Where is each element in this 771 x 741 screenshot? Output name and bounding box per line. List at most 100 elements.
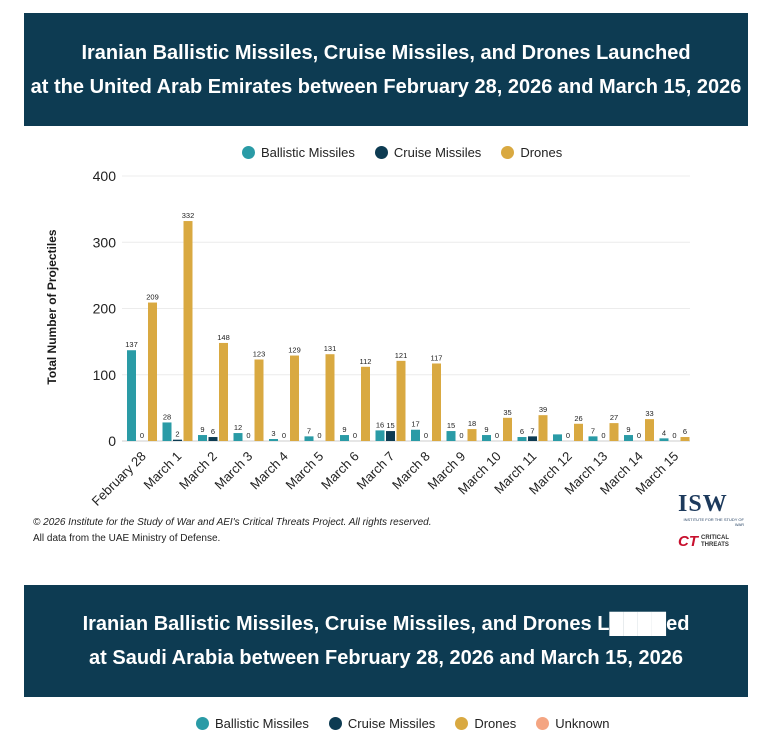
data-label: 17 <box>411 420 419 429</box>
bar-ballistic-missiles <box>198 435 207 441</box>
drones-swatch-icon <box>501 146 515 159</box>
bar-drones <box>538 415 548 441</box>
ballistic-swatch-icon <box>242 146 255 159</box>
data-label: 209 <box>146 293 159 302</box>
ct-wordmark: CRITICAL THREATS <box>701 535 729 549</box>
legend-item-ballistic: Ballistic Missiles <box>242 145 355 160</box>
bar-drones <box>432 363 441 441</box>
data-label: 12 <box>234 423 242 432</box>
saudi-title-line-1: Iranian Ballistic Missiles, Cruise Missi… <box>82 613 690 635</box>
data-label: 7 <box>530 426 534 435</box>
legend-label: Cruise Missiles <box>347 716 436 731</box>
data-label: 15 <box>386 421 394 430</box>
data-label: 9 <box>626 425 630 434</box>
saudi-chart-legend: Ballistic Missiles Cruise Missiles Drone… <box>196 716 629 731</box>
data-label: 148 <box>217 333 230 342</box>
bar-drones <box>680 437 690 441</box>
legend-item-unknown: Unknown <box>536 716 609 731</box>
legend-item-ballistic: Ballistic Missiles <box>196 716 309 731</box>
x-tick-label: February 28 <box>89 449 149 509</box>
bar-drones <box>609 423 619 441</box>
bar-ballistic-missiles <box>482 435 491 441</box>
y-tick-label: 400 <box>93 168 117 184</box>
y-tick-label: 300 <box>93 234 117 250</box>
data-label: 39 <box>539 405 547 414</box>
bar-ballistic-missiles <box>233 433 243 441</box>
data-source-note: All data from the UAE Ministry of Defens… <box>33 533 221 544</box>
data-label: 0 <box>424 431 428 440</box>
data-label: 18 <box>468 419 476 428</box>
data-label: 16 <box>376 420 384 429</box>
data-label: 28 <box>163 412 171 421</box>
x-tick-label: March 5 <box>283 449 327 493</box>
data-label: 26 <box>574 414 582 423</box>
cruise-swatch-icon <box>374 146 388 159</box>
legend-label: Unknown <box>555 716 610 731</box>
data-label: 137 <box>125 340 138 349</box>
bar-ballistic-missiles <box>553 434 562 441</box>
bar-drones <box>396 360 406 441</box>
data-label: 0 <box>140 431 144 440</box>
ct-word-1: CRITICAL <box>701 534 729 541</box>
cruise-swatch-icon <box>328 717 342 730</box>
bar-drones <box>290 355 299 441</box>
bar-ballistic-missiles <box>304 436 314 441</box>
bar-ballistic-missiles <box>517 437 527 441</box>
data-label: 7 <box>591 426 595 435</box>
bar-ballistic-missiles <box>624 435 633 441</box>
bar-drones <box>325 354 335 441</box>
data-label: 0 <box>246 431 250 440</box>
bar-ballistic-missiles <box>340 435 349 441</box>
x-tick-label: March 4 <box>247 449 291 493</box>
uae-chart-legend: Ballistic Missiles Cruise Missiles Drone… <box>242 145 582 160</box>
x-tick-label: March 1 <box>141 449 185 493</box>
x-tick-label: March 2 <box>176 449 220 493</box>
x-tick-label: March 8 <box>389 449 433 493</box>
bar-drones <box>645 419 654 441</box>
legend-label: Cruise Missiles <box>393 145 482 160</box>
data-label: 6 <box>683 427 687 436</box>
uae-title-line-1: Iranian Ballistic Missiles, Cruise Missi… <box>81 41 691 64</box>
bar-ballistic-missiles <box>446 431 456 441</box>
data-label: 6 <box>211 427 215 436</box>
data-label: 6 <box>520 427 524 436</box>
bar-ballistic-missiles <box>162 422 172 441</box>
legend-item-cruise: Cruise Missiles <box>374 145 482 160</box>
data-label: 0 <box>566 431 570 440</box>
bar-ballistic-missiles <box>375 430 385 441</box>
data-label: 2 <box>175 430 179 439</box>
critical-threats-logo: CT CRITICAL THREATS <box>678 533 744 550</box>
data-label: 33 <box>645 409 653 418</box>
x-tick-label: March 7 <box>354 449 398 493</box>
drones-swatch-icon <box>455 717 469 730</box>
data-label: 112 <box>360 357 372 366</box>
data-label: 0 <box>601 431 605 440</box>
bar-ballistic-missiles <box>269 439 278 441</box>
bar-cruise-missiles <box>208 437 218 441</box>
copyright-notice: © 2026 Institute for the Study of War an… <box>33 517 432 528</box>
x-tick-label: March 3 <box>212 449 256 493</box>
bar-cruise-missiles <box>528 436 537 441</box>
data-label: 9 <box>342 425 346 434</box>
data-label: 15 <box>447 421 455 430</box>
data-label: 0 <box>495 431 499 440</box>
bar-cruise-missiles <box>173 439 182 441</box>
bar-drones <box>361 366 370 441</box>
bar-ballistic-missiles <box>588 436 598 441</box>
bar-drones <box>574 423 583 441</box>
data-label: 0 <box>459 431 463 440</box>
logos: ISW INSTITUTE FOR THE STUDY OF WAR CT CR… <box>678 492 744 550</box>
saudi-chart-title-banner: Iranian Ballistic Missiles, Cruise Missi… <box>24 585 748 697</box>
x-tick-label: March 6 <box>318 449 362 493</box>
legend-label: Drones <box>474 716 517 731</box>
data-label: 0 <box>317 431 321 440</box>
isw-subtitle: INSTITUTE FOR THE STUDY OF WAR <box>683 517 744 527</box>
legend-item-drones: Drones <box>501 145 562 160</box>
data-label: 27 <box>610 413 618 422</box>
data-label: 35 <box>503 408 511 417</box>
data-label: 7 <box>307 426 311 435</box>
legend-label: Ballistic Missiles <box>261 145 355 160</box>
data-label: 4 <box>662 428 666 437</box>
data-label: 9 <box>200 425 204 434</box>
